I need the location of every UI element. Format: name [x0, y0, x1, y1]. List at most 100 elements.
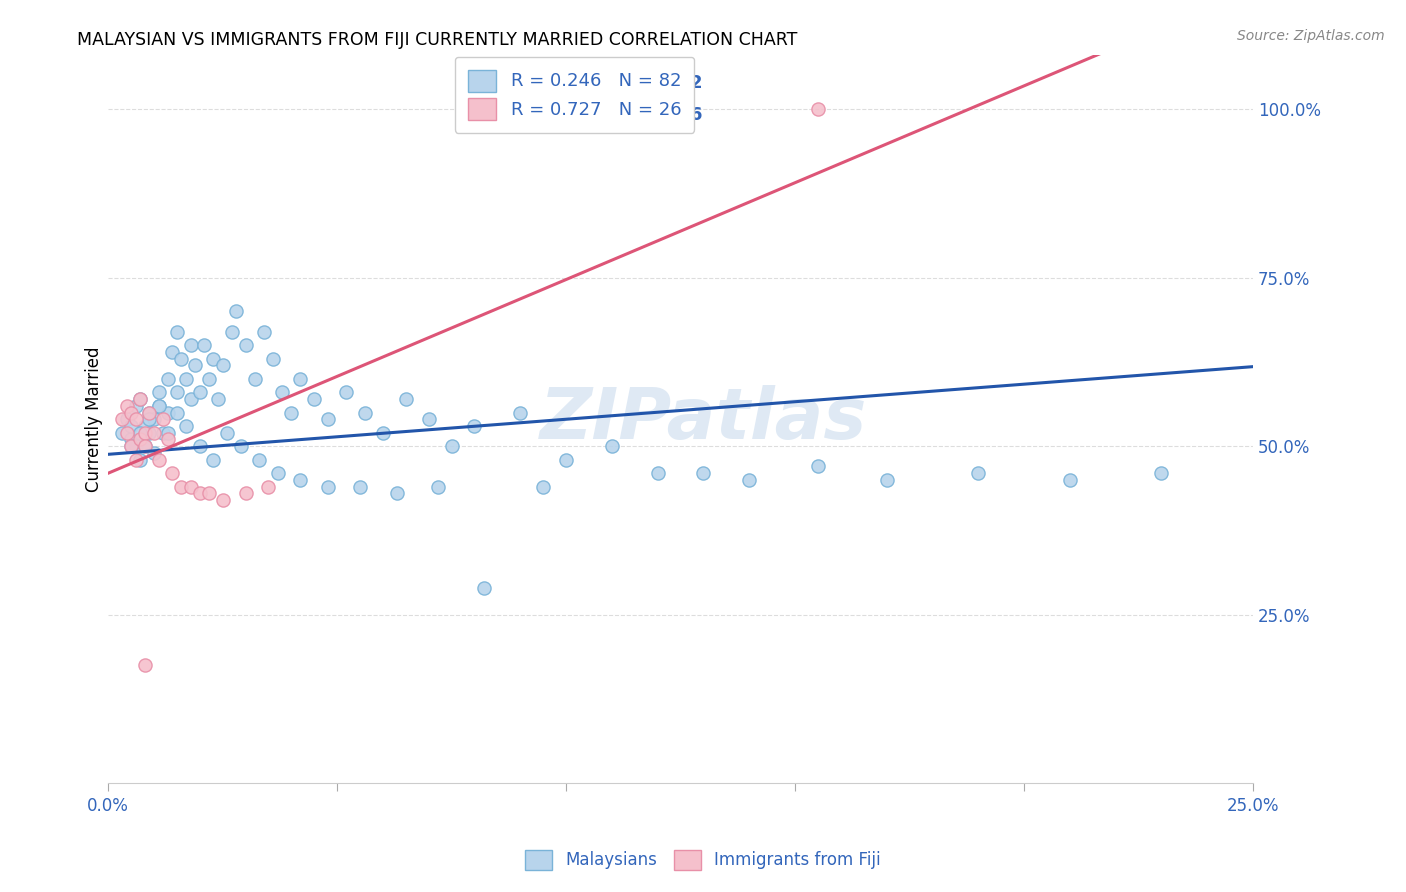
Point [134, 439, 156, 453]
Point [184, 359, 207, 373]
Point [207, 392, 229, 406]
Point [198, 372, 221, 386]
Point [148, 385, 170, 400]
Point [156, 433, 179, 447]
Point [202, 351, 225, 366]
Point [129, 452, 152, 467]
Point [162, 466, 184, 480]
Legend: Malaysians, Immigrants from Fiji: Malaysians, Immigrants from Fiji [519, 843, 887, 877]
Point [134, 658, 156, 673]
Point [253, 325, 276, 339]
Point [180, 338, 202, 352]
Point [111, 412, 134, 426]
Point [229, 439, 252, 453]
Point [152, 412, 174, 426]
Point [156, 405, 179, 419]
Point [174, 372, 197, 386]
Point [156, 372, 179, 386]
Point [807, 102, 830, 116]
Point [967, 466, 990, 480]
Point [807, 459, 830, 474]
Text: ZIPatlas: ZIPatlas [540, 384, 868, 454]
Point [143, 425, 166, 440]
Point [349, 480, 371, 494]
Point [156, 425, 179, 440]
Point [124, 439, 146, 453]
Point [162, 344, 184, 359]
Point [531, 480, 554, 494]
Point [198, 486, 221, 500]
Point [120, 439, 142, 453]
Point [247, 452, 270, 467]
Point [280, 405, 302, 419]
Point [257, 480, 280, 494]
Point [134, 425, 156, 440]
Point [271, 385, 294, 400]
Point [134, 439, 156, 453]
Point [120, 439, 142, 453]
Point [166, 385, 188, 400]
Point [335, 385, 357, 400]
Point [316, 480, 339, 494]
Point [166, 405, 188, 419]
Point [124, 399, 146, 413]
Point [290, 473, 312, 487]
Point [148, 452, 170, 467]
Point [166, 325, 188, 339]
Point [138, 412, 160, 426]
Point [225, 304, 247, 318]
Point [472, 581, 495, 595]
Point [115, 412, 138, 426]
Point [876, 473, 898, 487]
Y-axis label: Currently Married: Currently Married [86, 346, 103, 492]
Point [211, 493, 233, 508]
Point [395, 392, 418, 406]
Point [138, 405, 160, 419]
Point [385, 486, 408, 500]
Point [120, 405, 142, 419]
Point [111, 425, 134, 440]
Point [302, 392, 325, 406]
Point [120, 433, 142, 447]
Point [134, 419, 156, 434]
Text: MALAYSIAN VS IMMIGRANTS FROM FIJI CURRENTLY MARRIED CORRELATION CHART: MALAYSIAN VS IMMIGRANTS FROM FIJI CURREN… [77, 31, 797, 49]
Point [217, 425, 239, 440]
Text: R = 0.246: R = 0.246 [520, 74, 610, 92]
Point [647, 466, 669, 480]
Point [440, 439, 463, 453]
Text: N = 26: N = 26 [634, 106, 702, 124]
Point [243, 372, 266, 386]
Point [418, 412, 440, 426]
Point [600, 439, 623, 453]
Point [180, 480, 202, 494]
Point [115, 425, 138, 440]
Point [138, 405, 160, 419]
Point [152, 425, 174, 440]
Point [235, 338, 257, 352]
Point [188, 486, 211, 500]
Point [371, 425, 394, 440]
Point [463, 419, 485, 434]
Point [555, 452, 578, 467]
Point [290, 372, 312, 386]
Point [129, 425, 152, 440]
Point [129, 392, 152, 406]
Point [211, 359, 233, 373]
Point [129, 392, 152, 406]
Point [174, 419, 197, 434]
Point [193, 338, 215, 352]
Point [148, 399, 170, 413]
Point [143, 412, 166, 426]
Point [115, 399, 138, 413]
Point [738, 473, 761, 487]
Point [188, 385, 211, 400]
Point [316, 412, 339, 426]
Point [1059, 473, 1081, 487]
Text: Source: ZipAtlas.com: Source: ZipAtlas.com [1237, 29, 1385, 43]
Point [692, 466, 714, 480]
Point [509, 405, 531, 419]
Point [120, 419, 142, 434]
Point [143, 446, 166, 460]
Legend: R = 0.246   N = 82, R = 0.727   N = 26: R = 0.246 N = 82, R = 0.727 N = 26 [456, 57, 695, 133]
Point [1150, 466, 1173, 480]
